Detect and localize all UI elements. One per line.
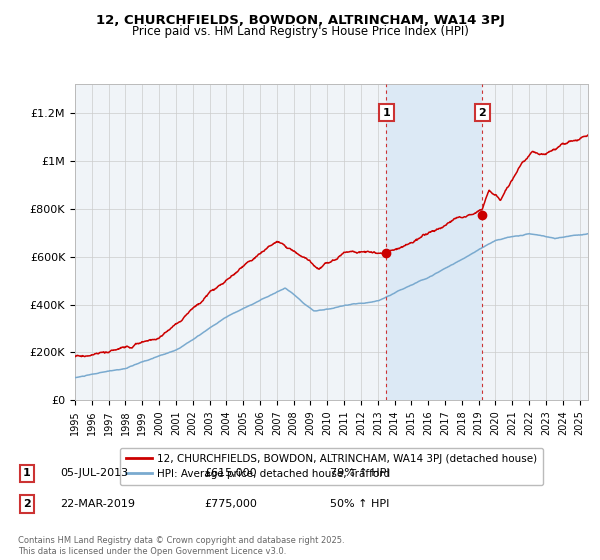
Text: Price paid vs. HM Land Registry's House Price Index (HPI): Price paid vs. HM Land Registry's House … xyxy=(131,25,469,38)
Text: £615,000: £615,000 xyxy=(204,468,257,478)
Text: 79% ↑ HPI: 79% ↑ HPI xyxy=(330,468,389,478)
Text: 1: 1 xyxy=(23,468,31,478)
Text: Contains HM Land Registry data © Crown copyright and database right 2025.
This d: Contains HM Land Registry data © Crown c… xyxy=(18,536,344,556)
Text: 12, CHURCHFIELDS, BOWDON, ALTRINCHAM, WA14 3PJ: 12, CHURCHFIELDS, BOWDON, ALTRINCHAM, WA… xyxy=(95,14,505,27)
Text: 22-MAR-2019: 22-MAR-2019 xyxy=(60,499,135,509)
Text: 2: 2 xyxy=(23,499,31,509)
Legend: 12, CHURCHFIELDS, BOWDON, ALTRINCHAM, WA14 3PJ (detached house), HPI: Average pr: 12, CHURCHFIELDS, BOWDON, ALTRINCHAM, WA… xyxy=(119,447,544,486)
Text: 50% ↑ HPI: 50% ↑ HPI xyxy=(330,499,389,509)
Text: 1: 1 xyxy=(382,108,390,118)
Text: 05-JUL-2013: 05-JUL-2013 xyxy=(60,468,128,478)
Bar xyxy=(386,84,482,400)
Text: 2: 2 xyxy=(478,108,486,118)
Text: £775,000: £775,000 xyxy=(204,499,257,509)
